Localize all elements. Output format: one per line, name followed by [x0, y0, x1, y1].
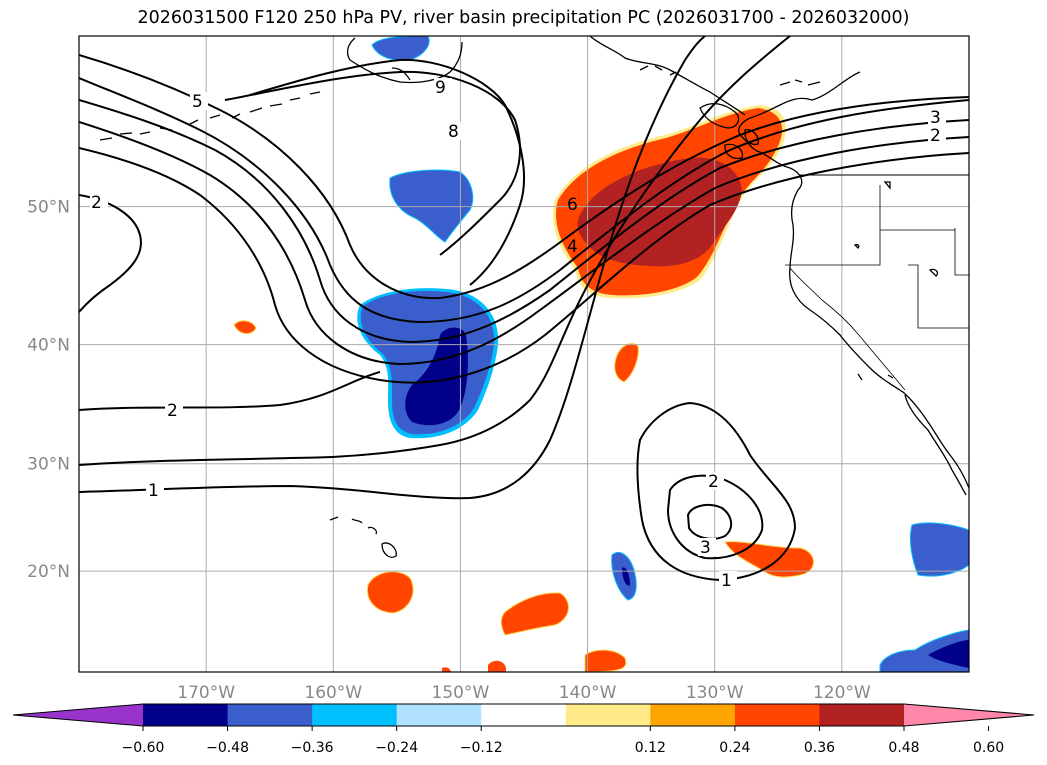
- colorbar-tick-label: −0.36: [291, 740, 334, 756]
- contour-label: 2: [91, 193, 102, 213]
- longitude-tick-label: 150°W: [432, 683, 490, 703]
- longitude-tick-label: 120°W: [813, 683, 871, 703]
- colorbar-segment: [396, 704, 482, 726]
- colorbar-segment: [312, 704, 398, 726]
- contour-line: [79, 36, 791, 466]
- contour-label: 1: [148, 481, 159, 501]
- longitude-tick-label: 130°W: [686, 683, 744, 703]
- contour-line: [686, 503, 733, 540]
- colorbar-tick-label: 0.24: [719, 740, 750, 756]
- plot-area: [79, 36, 969, 672]
- contour-label: 1: [721, 571, 732, 591]
- contour-label: 2: [167, 401, 178, 421]
- colorbar-segment: [650, 704, 736, 726]
- colorbar-tick-label: 0.12: [635, 740, 666, 756]
- contour-line: [636, 401, 797, 582]
- colorbar-tick-label: −0.24: [375, 740, 418, 756]
- colorbar: −0.60 −0.48 −0.36 −0.24 −0.12 0.12 0.24 0.36 0.4…: [12, 703, 1035, 756]
- contour-line: [79, 147, 969, 384]
- contour-line: [79, 194, 142, 313]
- strong-negative-region: [405, 327, 468, 426]
- pv-contours: [79, 36, 969, 582]
- strong-positive-region: [577, 157, 742, 267]
- colorbar-tick-label: 0.60: [973, 740, 1004, 756]
- latitude-tick-label: 20°N: [27, 562, 70, 582]
- contour-labels: 5 9 8 2 2 1 6 4 3 2 2 3 1: [90, 78, 946, 591]
- longitude-labels: 170°W 160°W 150°W 140°W 130°W 120°W: [177, 683, 871, 703]
- longitude-tick-label: 160°W: [304, 683, 362, 703]
- contour-line: [79, 99, 969, 344]
- plot-frame: [78, 35, 970, 673]
- colorbar-tick-label: 0.36: [804, 740, 835, 756]
- contour-label: 9: [435, 78, 446, 98]
- colorbar-extend-low: [13, 704, 143, 726]
- colorbar-tick-label: −0.12: [460, 740, 503, 756]
- precip-shading: [233, 36, 969, 672]
- contour-label: 2: [708, 472, 719, 492]
- contour-label: 8: [448, 122, 459, 142]
- colorbar-extend-high: [904, 704, 1034, 726]
- colorbar-segment: [143, 704, 229, 726]
- colorbar-segment: [227, 704, 313, 726]
- map-title: 2026031500 F120 250 hPa PV, river basin …: [137, 8, 910, 28]
- contour-line: [249, 58, 526, 286]
- colorbar-segment: [565, 704, 651, 726]
- longitude-tick-label: 170°W: [177, 683, 235, 703]
- colorbar-tick-label: −0.60: [122, 740, 165, 756]
- contour-line: [79, 77, 969, 324]
- contour-line: [79, 36, 706, 500]
- colorbar-segment: [734, 704, 820, 726]
- contour-line: [79, 121, 969, 366]
- contour-line: [79, 371, 381, 411]
- latitude-tick-label: 30°N: [27, 455, 70, 475]
- colorbar-tick-label: 0.48: [888, 740, 919, 756]
- latitude-labels: 20°N 30°N 40°N 50°N: [27, 198, 70, 583]
- contour-label: 3: [930, 108, 941, 128]
- contour-label: 5: [192, 92, 203, 112]
- colorbar-segment: [819, 704, 905, 726]
- contour-label: 3: [700, 538, 711, 558]
- latitude-tick-label: 40°N: [27, 336, 70, 356]
- gridlines: [79, 36, 969, 672]
- coastlines: [99, 36, 969, 558]
- contour-label: 2: [930, 126, 941, 146]
- colorbar-tick-label: −0.48: [206, 740, 249, 756]
- contour-label: 6: [567, 195, 578, 215]
- latitude-tick-label: 50°N: [27, 198, 70, 218]
- contour-line: [79, 54, 969, 300]
- longitude-tick-label: 140°W: [559, 683, 617, 703]
- colorbar-segment: [481, 704, 567, 726]
- contour-label: 4: [567, 237, 578, 257]
